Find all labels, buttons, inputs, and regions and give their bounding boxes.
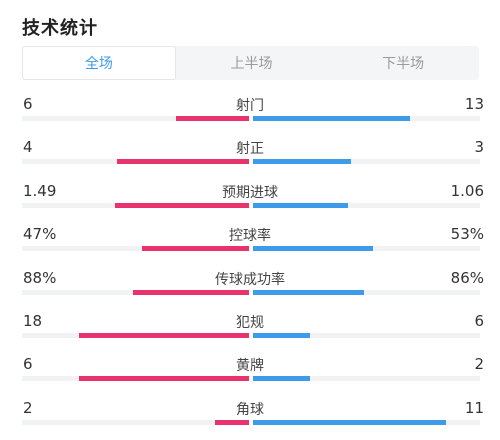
home-bar: [115, 202, 249, 208]
away-value: 6: [474, 312, 484, 330]
away-value: 11: [464, 398, 484, 417]
away-bar: [253, 419, 446, 425]
away-value: 86%: [450, 268, 484, 287]
stat-label: 预期进球: [222, 184, 278, 201]
away-value: 53%: [450, 225, 484, 244]
stat-row-yellow-cards: 6 黄牌 2: [0, 355, 500, 389]
home-track: [22, 246, 249, 252]
home-value: 18: [23, 312, 43, 330]
home-value: 47%: [23, 225, 57, 244]
tab-first-half[interactable]: 上半场: [230, 56, 273, 72]
stat-label: 传球成功率: [215, 271, 285, 288]
stat-row-expected-goals: 1.49 预期进球 1.06: [0, 182, 500, 216]
stat-row-shots-on-target: 4 射正 3: [0, 138, 500, 172]
home-track: [22, 159, 249, 165]
stat-label: 黄牌: [236, 358, 264, 375]
away-bar: [253, 333, 310, 338]
stat-row-fouls: 18 犯规 6: [0, 312, 500, 346]
away-value: 2: [474, 355, 484, 374]
away-track: [253, 116, 480, 121]
home-bar: [176, 116, 249, 121]
home-value: 4: [23, 138, 33, 157]
home-bar: [78, 333, 249, 338]
stat-label: 射正: [236, 141, 264, 158]
home-track: [22, 289, 249, 295]
stat-label: 控球率: [229, 228, 271, 245]
home-track: [22, 376, 249, 382]
away-bar: [253, 159, 351, 165]
home-bar: [78, 376, 249, 382]
away-track: [253, 159, 480, 165]
away-bar: [253, 116, 410, 121]
away-track: [253, 289, 480, 295]
away-value: 3: [474, 138, 484, 157]
away-bar: [253, 289, 365, 295]
stat-row-corners: 2 角球 11: [0, 399, 500, 433]
home-track: [22, 116, 249, 121]
home-bar: [117, 159, 249, 165]
tab-full-match[interactable]: 全场: [22, 46, 176, 80]
away-bar: [253, 376, 310, 382]
away-track: [253, 376, 480, 382]
page-title: 技术统计: [22, 18, 98, 39]
tab-second-half[interactable]: 下半场: [382, 56, 425, 72]
away-bar: [253, 202, 349, 208]
home-value: 6: [23, 355, 33, 374]
away-value: 13: [464, 95, 484, 113]
home-value: 2: [23, 398, 33, 417]
away-track: [253, 202, 480, 208]
stat-row-shots: 6 射门 13: [0, 95, 500, 129]
away-track: [253, 246, 480, 252]
away-bar: [253, 246, 374, 252]
home-bar: [214, 419, 249, 425]
away-track: [253, 419, 480, 425]
away-value: 1.06: [450, 181, 484, 200]
home-track: [22, 419, 249, 425]
home-value: 1.49: [23, 181, 57, 200]
home-value: 6: [23, 95, 33, 113]
home-bar: [133, 289, 249, 295]
home-track: [22, 202, 249, 208]
stat-label: 犯规: [236, 315, 264, 331]
stat-row-pass-accuracy: 88% 传球成功率 86%: [0, 269, 500, 303]
away-track: [253, 333, 480, 338]
stat-row-possession: 47% 控球率 53%: [0, 225, 500, 259]
stat-label: 角球: [236, 401, 264, 418]
home-track: [22, 333, 249, 338]
stat-label: 射门: [236, 98, 264, 114]
home-value: 88%: [23, 268, 57, 287]
home-bar: [142, 246, 249, 252]
period-tabs: 全场 上半场 下半场: [22, 46, 479, 80]
